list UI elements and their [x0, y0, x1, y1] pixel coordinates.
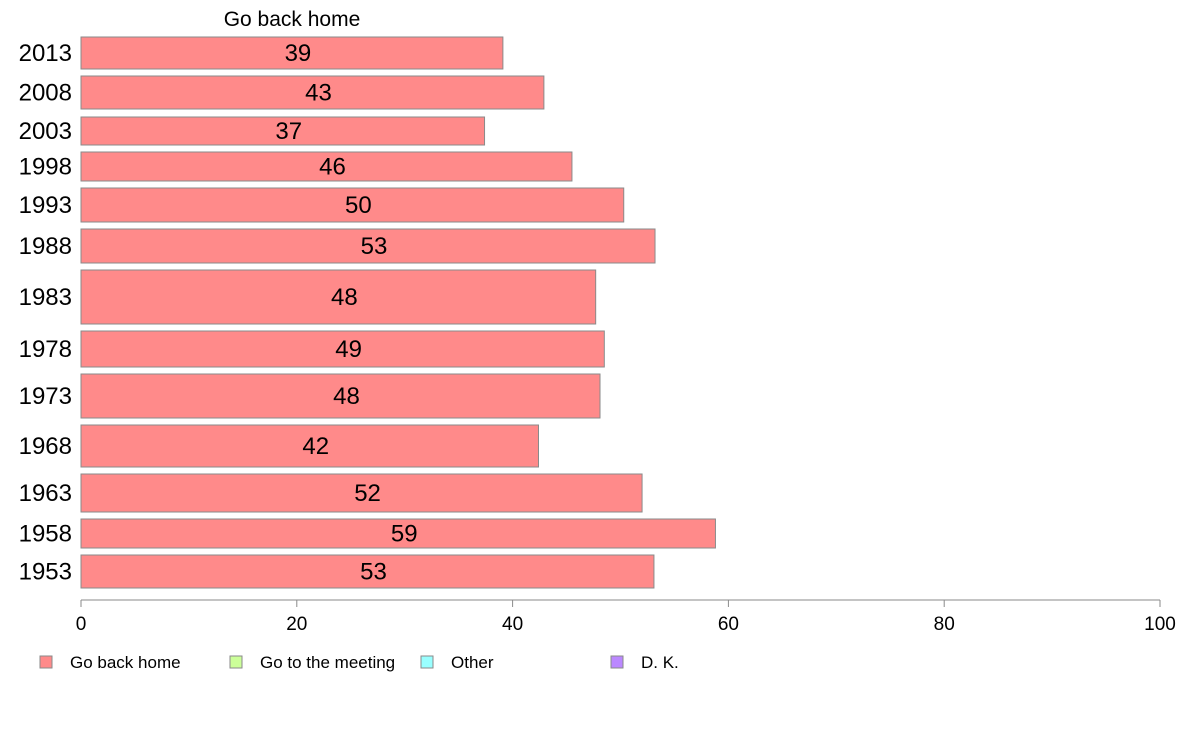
data-label-1998: 46 — [319, 154, 346, 181]
legend-label-3: D. K. — [641, 653, 679, 672]
legend: Go back home Go to the meeting Other D. K. — [39, 653, 679, 672]
bar-1993 — [80, 187, 625, 223]
x-tick-label-0: 0 — [76, 614, 87, 635]
x-tick-label-100: 100 — [1144, 614, 1176, 635]
series-title: Go back home — [224, 8, 361, 31]
bar-1958 — [80, 518, 716, 549]
year-label-1993: 1993 — [19, 192, 72, 219]
data-label-2013: 39 — [285, 40, 312, 67]
legend-swatch-2 — [420, 655, 434, 669]
x-tick-label-40: 40 — [502, 614, 523, 635]
bar-1963 — [80, 473, 643, 513]
year-label-1958: 1958 — [19, 521, 72, 548]
bars-group: 2013 39 2008 43 2003 37 1998 46 1993 50 1988 53 1983… — [19, 36, 716, 589]
data-label-1963: 52 — [354, 480, 381, 507]
x-tick-label-60: 60 — [718, 614, 739, 635]
bar-2013 — [80, 36, 504, 70]
year-label-2003: 2003 — [19, 118, 72, 145]
year-label-1968: 1968 — [19, 433, 72, 460]
year-label-1963: 1963 — [19, 480, 72, 507]
data-label-1973: 48 — [333, 383, 360, 410]
data-label-1978: 49 — [335, 336, 362, 363]
year-label-2013: 2013 — [19, 40, 72, 67]
data-label-1968: 42 — [302, 433, 329, 460]
data-label-2003: 37 — [275, 118, 302, 145]
data-label-1983: 48 — [331, 284, 358, 311]
legend-swatch-0 — [39, 655, 53, 669]
year-label-2008: 2008 — [19, 80, 72, 107]
data-label-1958: 59 — [391, 521, 418, 548]
x-tick-label-80: 80 — [934, 614, 955, 635]
legend-label-0: Go back home — [70, 653, 181, 672]
bar-1978 — [80, 330, 605, 368]
bar-1988 — [80, 228, 656, 264]
bar-1983 — [80, 269, 597, 325]
year-label-1988: 1988 — [19, 233, 72, 260]
x-tick-label-20: 20 — [286, 614, 307, 635]
bar-2008 — [80, 75, 545, 110]
legend-swatch-3 — [610, 655, 624, 669]
data-label-1993: 50 — [345, 192, 372, 219]
year-label-1953: 1953 — [19, 559, 72, 586]
data-label-2008: 43 — [305, 80, 332, 107]
data-label-1953: 53 — [360, 559, 387, 586]
year-label-1998: 1998 — [19, 154, 72, 181]
bar-1998 — [80, 151, 573, 182]
year-label-1973: 1973 — [19, 383, 72, 410]
legend-label-2: Other — [451, 653, 494, 672]
year-label-1978: 1978 — [19, 336, 72, 363]
legend-swatch-1 — [229, 655, 243, 669]
x-axis-ticks: 0 20 40 60 80 100 — [76, 600, 1176, 635]
bar-1968 — [80, 424, 539, 468]
bar-1953 — [80, 554, 655, 589]
bar-1973 — [80, 373, 601, 419]
bar-2003 — [80, 116, 486, 146]
year-label-1983: 1983 — [19, 284, 72, 311]
data-label-1988: 53 — [361, 233, 388, 260]
legend-label-1: Go to the meeting — [260, 653, 395, 672]
